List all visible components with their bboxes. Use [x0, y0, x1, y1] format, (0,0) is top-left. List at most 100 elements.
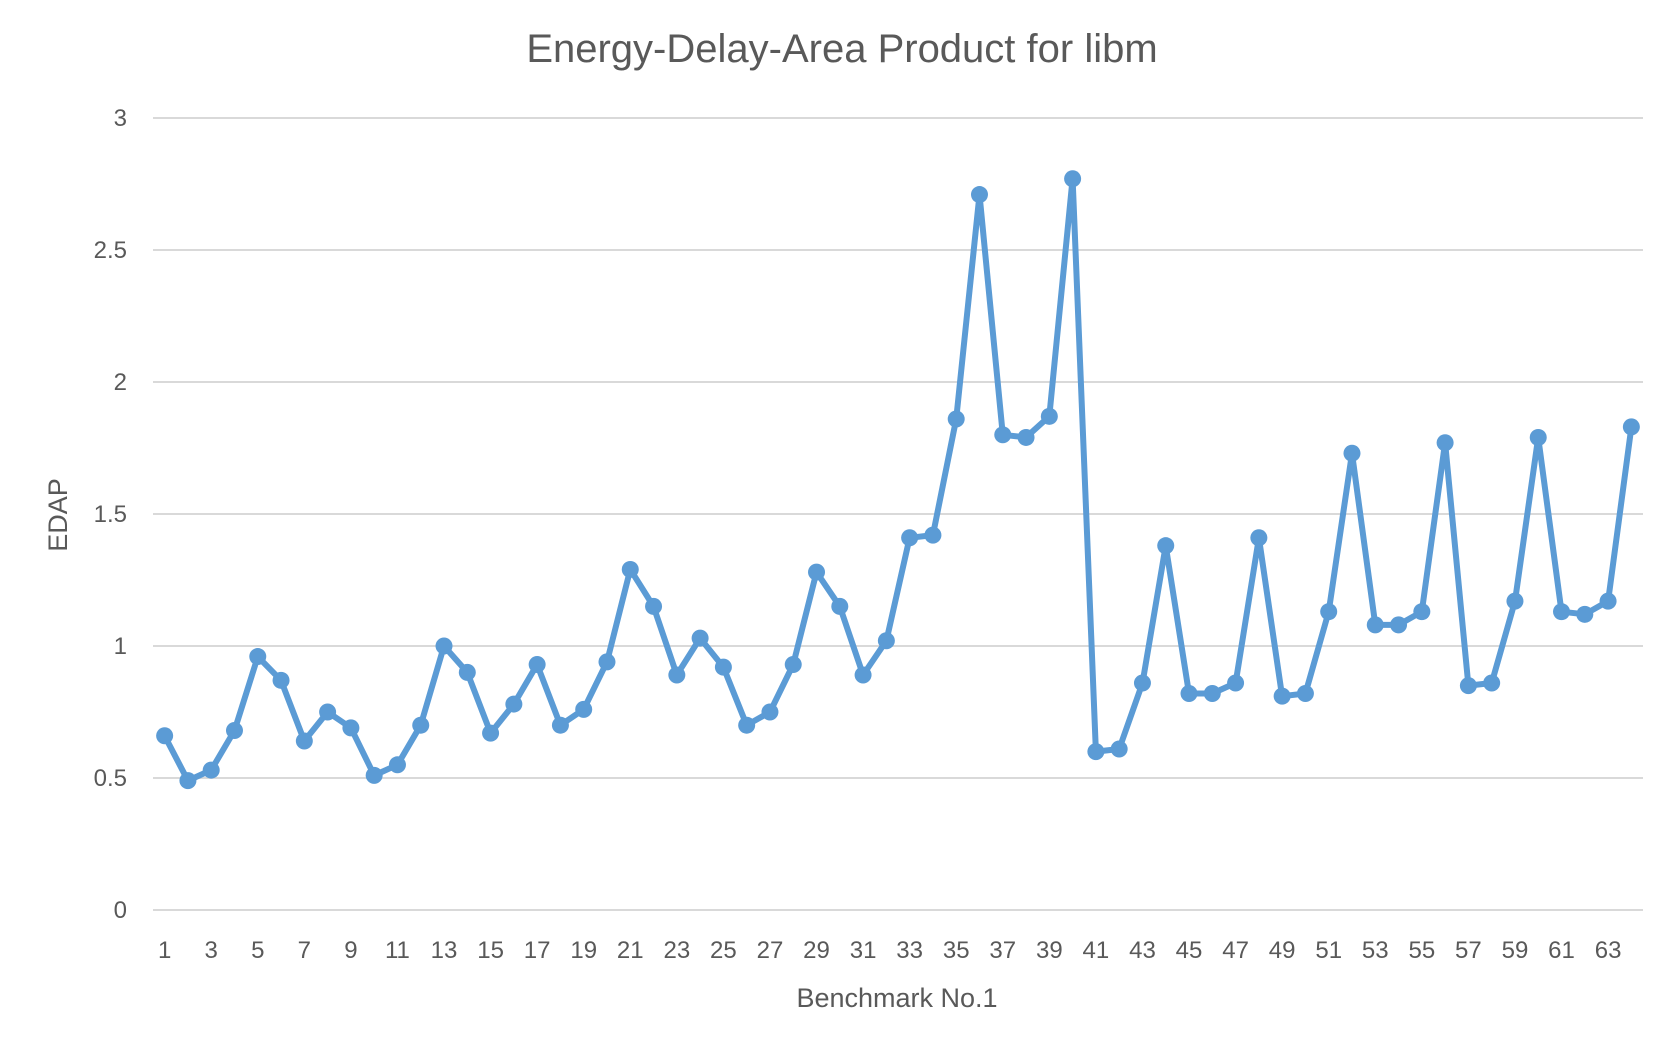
data-point — [761, 703, 779, 721]
data-point — [551, 716, 569, 734]
data-point — [272, 671, 290, 689]
data-point — [365, 766, 383, 784]
x-tick-label: 61 — [1548, 937, 1575, 964]
data-point — [1180, 685, 1198, 703]
data-point — [714, 658, 732, 676]
x-tick-label: 19 — [570, 937, 597, 964]
data-point — [1366, 616, 1384, 634]
x-tick-label: 25 — [710, 937, 737, 964]
x-tick-label: 1 — [158, 937, 171, 964]
data-point — [1157, 537, 1175, 555]
series — [156, 170, 1640, 790]
x-tick-label: 63 — [1595, 937, 1622, 964]
data-point — [1110, 740, 1128, 758]
x-tick-label: 15 — [477, 937, 504, 964]
data-point — [249, 648, 267, 666]
data-point — [1553, 603, 1571, 621]
data-point — [1343, 444, 1361, 462]
data-point — [621, 560, 639, 578]
data-point — [342, 719, 360, 737]
data-point — [505, 695, 523, 713]
data-point — [1599, 592, 1617, 610]
data-point — [1296, 685, 1314, 703]
x-tick-label: 55 — [1408, 937, 1435, 964]
data-point — [970, 186, 988, 204]
x-tick-label: 41 — [1083, 937, 1110, 964]
x-tick-label: 35 — [943, 937, 970, 964]
data-point — [1203, 685, 1221, 703]
data-point — [994, 426, 1012, 444]
x-axis-ticks: 1 3 5 7 9 11 13 15 17 19 21 23 25 27 29 31 33 35 37 39 41 43 4… — [158, 937, 1621, 964]
data-point — [947, 410, 965, 428]
y-tick-label: 1.5 — [94, 501, 127, 528]
data-point — [225, 721, 243, 739]
y-tick-label: 2.5 — [94, 237, 127, 264]
x-tick-label: 57 — [1455, 937, 1482, 964]
x-tick-label: 51 — [1315, 937, 1342, 964]
y-tick-label: 2 — [114, 369, 127, 396]
data-point — [1459, 677, 1477, 695]
x-tick-label: 31 — [850, 937, 877, 964]
data-point — [1064, 170, 1082, 188]
data-point — [738, 716, 756, 734]
x-tick-label: 21 — [617, 937, 644, 964]
data-point — [319, 703, 337, 721]
data-point — [1017, 428, 1035, 446]
x-tick-label: 37 — [989, 937, 1016, 964]
data-point — [202, 761, 220, 779]
data-point — [854, 666, 872, 684]
data-point — [1622, 418, 1640, 436]
data-point — [831, 597, 849, 615]
data-point — [575, 700, 593, 718]
data-point — [295, 732, 313, 750]
data-point — [179, 772, 197, 790]
data-point — [645, 597, 663, 615]
data-point — [1529, 428, 1547, 446]
x-tick-label: 11 — [385, 937, 410, 964]
x-tick-label: 45 — [1176, 937, 1203, 964]
data-point — [901, 529, 919, 547]
data-point — [458, 663, 476, 681]
data-point — [1227, 674, 1245, 692]
x-tick-label: 7 — [298, 937, 311, 964]
data-point — [1506, 592, 1524, 610]
x-tick-label: 43 — [1129, 937, 1156, 964]
data-point — [1087, 743, 1105, 761]
data-point — [1483, 674, 1501, 692]
x-tick-label: 59 — [1502, 937, 1529, 964]
data-point — [435, 637, 453, 655]
series-line — [161, 175, 1635, 784]
x-tick-label: 33 — [896, 937, 923, 964]
x-tick-label: 39 — [1036, 937, 1063, 964]
data-point — [924, 526, 942, 544]
x-tick-label: 49 — [1269, 937, 1296, 964]
y-tick-label: 1 — [114, 633, 127, 660]
chart-title: Energy-Delay-Area Product for libm — [526, 27, 1157, 71]
data-point — [668, 666, 686, 684]
data-point — [482, 724, 500, 742]
data-point — [1250, 529, 1268, 547]
x-tick-label: 23 — [663, 937, 690, 964]
data-point — [412, 716, 430, 734]
y-tick-label: 0 — [114, 897, 127, 924]
data-point — [598, 653, 616, 671]
x-axis-label: Benchmark No.1 — [796, 983, 997, 1013]
data-point — [1040, 407, 1058, 425]
data-point — [1273, 687, 1291, 705]
x-tick-label: 27 — [757, 937, 784, 964]
data-point — [1436, 434, 1454, 452]
y-tick-label: 0.5 — [94, 765, 127, 792]
data-point — [528, 655, 546, 673]
data-point — [1576, 605, 1594, 623]
y-axis-ticks: 0 0.5 1 1.5 2 2.5 3 — [94, 105, 127, 924]
x-tick-label: 29 — [803, 937, 830, 964]
data-point — [1413, 603, 1431, 621]
data-point — [1390, 616, 1408, 634]
data-point — [691, 629, 709, 647]
x-tick-label: 5 — [251, 937, 264, 964]
x-tick-label: 9 — [344, 937, 357, 964]
x-tick-label: 53 — [1362, 937, 1389, 964]
x-tick-label: 13 — [431, 937, 458, 964]
